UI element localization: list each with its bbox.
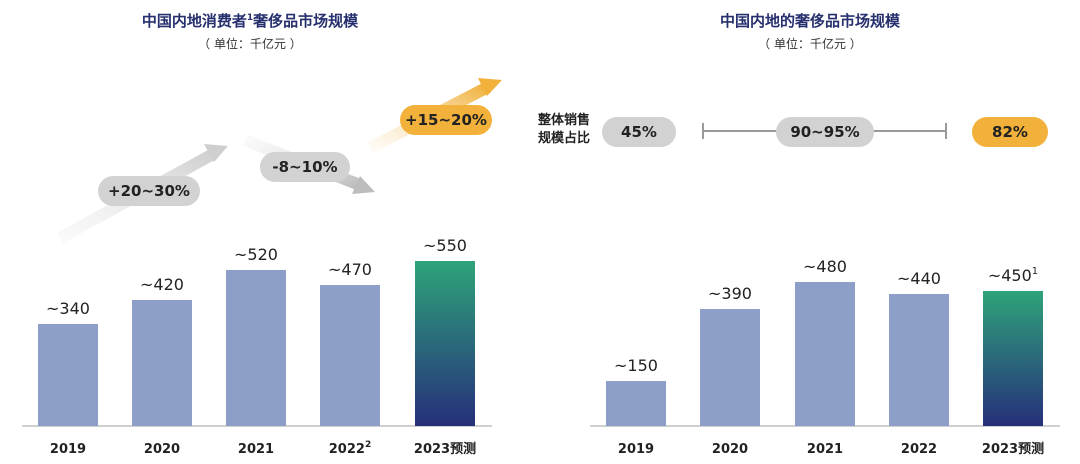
left-category-label-2021: 2021 — [238, 442, 274, 457]
share-pill-2019: 45% — [602, 117, 676, 147]
share-label-line1: 整体销售 — [537, 113, 590, 128]
right-bar-2020 — [700, 309, 760, 426]
left-chart-title: 中国内地消费者1奢侈品市场规模 — [80, 10, 420, 31]
right-value-footnote-2023预测: 1 — [1032, 266, 1038, 277]
left-category-label-2020: 2020 — [144, 442, 180, 457]
right-chart-title: 中国内地的奢侈品市场规模 — [719, 12, 900, 30]
growth-pill-2022-2023: +15~20% — [400, 105, 492, 135]
share-pill-2020-2022: 90~95% — [776, 117, 874, 147]
left-bar-2021 — [226, 270, 286, 426]
left-bar-2019 — [38, 324, 98, 426]
right-value-label-2021: ~480 — [803, 257, 847, 276]
right-bar-2021 — [795, 282, 855, 426]
growth-arrow-up-orange-head — [478, 78, 502, 96]
right-category-label-2022: 2022 — [901, 442, 937, 457]
left-value-label-2021: ~520 — [234, 245, 278, 264]
left-category-label-2022: 20222 — [329, 440, 371, 457]
right-chart-unit: （ 单位：千亿元 ） — [758, 37, 862, 51]
growth-arrow-down-gray-head — [352, 176, 375, 194]
left-category-label-2023预测: 2023预测 — [414, 441, 476, 457]
right-value-label-2022: ~440 — [897, 269, 941, 288]
right-value-label-2019: ~150 — [614, 356, 658, 375]
right-value-label-2020: ~390 — [708, 284, 752, 303]
right-bars-group: ~150 2019 ~390 2020 ~480 2021 ~440 2022 ~4501 202… — [606, 257, 1044, 457]
left-title-main: 中国内地消费者 — [141, 12, 247, 30]
share-pill-2023: 82% — [972, 117, 1048, 147]
left-bar-2020 — [132, 300, 192, 426]
right-bar-2023预测 — [983, 291, 1043, 426]
right-value-label-2023预测: ~4501 — [988, 266, 1038, 285]
left-value-label-2019: ~340 — [46, 299, 90, 318]
left-value-label-2023预测: ~550 — [423, 236, 467, 255]
left-bar-2023预测 — [415, 261, 475, 426]
right-category-label-2021: 2021 — [807, 442, 843, 457]
growth-pill-2021-2022: -8~10% — [260, 152, 350, 182]
right-category-label-2019: 2019 — [618, 442, 654, 457]
share-label: 整体销售 规模占比 — [528, 112, 600, 148]
left-value-label-2022: ~470 — [328, 260, 372, 279]
left-value-label-2020: ~420 — [140, 275, 184, 294]
left-category-footnote-2022: 2 — [365, 440, 371, 450]
left-category-label-2019: 2019 — [50, 442, 86, 457]
right-category-label-2023预测: 2023预测 — [982, 441, 1044, 457]
left-title-suffix: 奢侈品市场规模 — [253, 12, 359, 30]
right-bar-2022 — [889, 294, 949, 426]
right-bar-2019 — [606, 381, 666, 426]
growth-pill-2019-2021: +20~30% — [98, 176, 200, 206]
left-chart-unit: （ 单位：千亿元 ） — [198, 37, 302, 51]
left-bar-2022 — [320, 285, 380, 426]
share-label-line2: 规模占比 — [537, 131, 590, 146]
left-bars-group: ~340 2019 ~420 2020 ~520 2021 ~470 20222 ~550 202… — [38, 236, 476, 457]
left-title-footnote: 1 — [246, 13, 254, 23]
right-category-label-2020: 2020 — [712, 442, 748, 457]
growth-arrow-up-gray-head — [204, 144, 228, 162]
